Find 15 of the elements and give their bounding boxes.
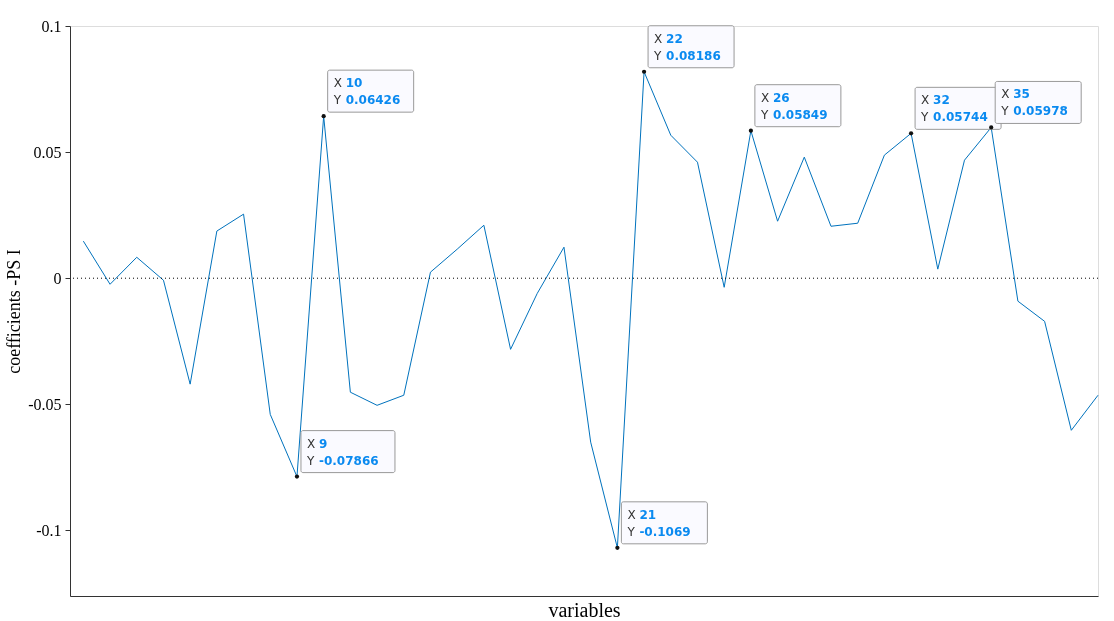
- text: X 9 Y -0.07866: [306, 436, 379, 468]
- x-axis-title: variables: [548, 598, 621, 621]
- text: X 21 Y -0.1069: [627, 507, 691, 539]
- y-tick-label: -0.05: [28, 395, 62, 413]
- text: X 22 Y 0.08186: [654, 31, 721, 63]
- line-series: [82, 71, 1099, 549]
- text: X 10 Y 0.06426: [333, 76, 401, 108]
- text: X 32 Y 0.05744: [921, 93, 988, 125]
- y-tick-label: 0.1: [41, 17, 62, 35]
- text: X 35 Y 0.05978: [1001, 87, 1068, 119]
- y-tick-label: 0.05: [33, 143, 62, 161]
- y-tick-label: 0: [53, 269, 62, 287]
- y-axis-title: coefficients -PS I: [4, 249, 25, 374]
- y-tick-label: -0.1: [36, 521, 62, 539]
- text: X 26 Y 0.05849: [760, 90, 828, 122]
